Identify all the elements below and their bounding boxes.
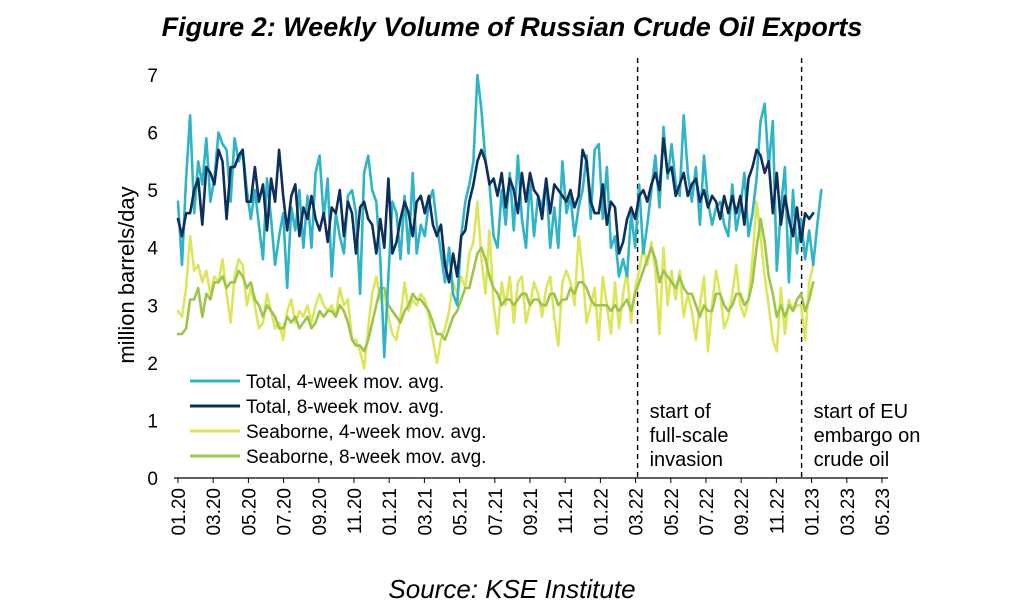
x-tick-label: 01.20 — [169, 488, 190, 536]
annotation-text: invasion — [650, 449, 723, 471]
annotation-text: start of — [650, 401, 712, 423]
x-tick-label: 03.23 — [838, 488, 859, 536]
legend: Total, 4-week mov. avg. Total, 8-week mov… — [190, 372, 486, 468]
x-tick-label: 07.21 — [486, 488, 507, 536]
annotation-text: crude oil — [814, 449, 890, 471]
annotation-text: full-scale — [650, 425, 729, 447]
y-tick-label: 7 — [147, 66, 158, 87]
x-tick-label: 03.20 — [204, 488, 225, 536]
y-tick-label: 2 — [147, 354, 158, 375]
x-tick-label: 01.23 — [803, 488, 824, 536]
x-tick-label: 05.20 — [239, 488, 260, 536]
x-tick-label: 01.21 — [380, 488, 401, 536]
y-tick-label: 1 — [147, 411, 158, 432]
series-line-sea8 — [176, 217, 815, 353]
x-tick-label: 09.21 — [521, 488, 542, 536]
legend-label: Seaborne, 8-week mov. avg. — [246, 447, 486, 468]
source-note: Source: KSE Institute — [388, 574, 636, 604]
x-tick-label: 03.22 — [627, 488, 648, 536]
event-markers — [636, 58, 803, 478]
legend-label: Seaborne, 4-week mov. avg. — [246, 422, 486, 443]
x-tick-label: 05.21 — [451, 488, 472, 536]
series-line-total8 — [176, 137, 815, 284]
y-tick-label: 3 — [147, 296, 158, 317]
x-tick-label: 09.22 — [732, 488, 753, 536]
x-tick-label: 05.22 — [662, 488, 683, 536]
x-tick-label: 03.21 — [415, 488, 436, 536]
y-tick-label: 0 — [147, 469, 158, 490]
annotation-text: embargo on — [814, 425, 921, 447]
series-lines — [176, 73, 823, 370]
y-axis-ticks: 0 1 2 3 4 5 6 7 — [147, 66, 158, 490]
x-tick-label: 07.22 — [697, 488, 718, 536]
annotation-text: start of EU — [814, 401, 908, 423]
y-axis-label: million barrels/day — [114, 186, 139, 363]
x-tick-label: 05.23 — [873, 488, 894, 536]
chart-title: Figure 2: Weekly Volume of Russian Crude… — [161, 12, 863, 42]
y-tick-label: 6 — [147, 124, 158, 145]
x-tick-label: 11.20 — [345, 488, 366, 534]
legend-label: Total, 8-week mov. avg. — [246, 397, 444, 418]
series-line-sea4 — [176, 200, 815, 370]
y-tick-label: 4 — [147, 239, 158, 260]
x-axis-ticks: 01.20 03.20 05.20 07.20 09.20 11.20 01.21 03.21… — [169, 478, 894, 536]
legend-label: Total, 4-week mov. avg. — [246, 372, 444, 393]
x-tick-label: 11.22 — [767, 488, 788, 534]
series-line-total4 — [176, 73, 823, 359]
x-tick-label: 01.22 — [591, 488, 612, 536]
y-tick-label: 5 — [147, 181, 158, 202]
x-tick-label: 11.21 — [556, 488, 577, 534]
x-tick-label: 07.20 — [275, 488, 296, 536]
x-tick-label: 09.20 — [310, 488, 331, 536]
